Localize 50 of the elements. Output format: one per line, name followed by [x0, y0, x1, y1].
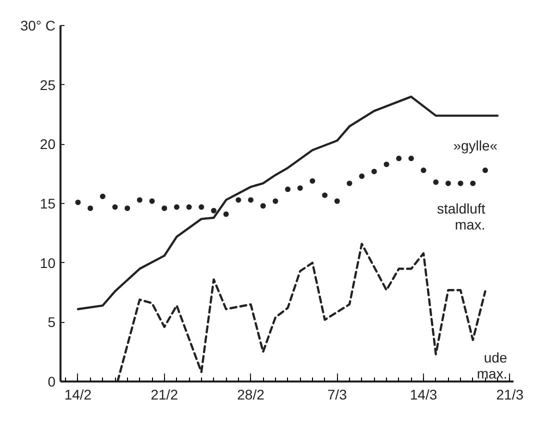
point	[136, 197, 142, 203]
y-tick-label: 5	[48, 314, 56, 330]
x-tick-label: 14/3	[410, 386, 438, 402]
x-tick-label: 21/2	[150, 386, 178, 402]
point	[198, 204, 204, 210]
point	[346, 180, 352, 186]
point	[458, 180, 464, 186]
y-tick-label: 0	[48, 374, 56, 390]
point	[371, 168, 377, 174]
y-tick-label: 30° C	[20, 18, 56, 34]
point	[396, 156, 402, 162]
point	[186, 204, 192, 210]
point	[272, 198, 278, 204]
point	[210, 208, 216, 214]
point	[88, 206, 94, 211]
point	[297, 185, 303, 191]
point	[149, 198, 155, 204]
point	[124, 206, 130, 211]
point	[236, 197, 242, 203]
y-tick-label: 15	[40, 196, 56, 212]
point	[260, 203, 266, 209]
point	[334, 198, 340, 204]
point	[420, 168, 426, 174]
point	[445, 180, 451, 186]
series-label: staldluft max.	[436, 200, 486, 232]
point	[408, 156, 414, 162]
y-tick-label: 20	[40, 136, 56, 152]
point	[359, 173, 365, 179]
x-tick-label: 21/3	[496, 386, 524, 402]
x-tick-label: 7/3	[327, 386, 348, 402]
point	[112, 204, 118, 210]
x-tick-label: 14/2	[64, 386, 92, 402]
point	[384, 162, 390, 168]
point	[174, 204, 180, 210]
x-tick-label: 28/2	[237, 386, 265, 402]
point	[433, 179, 439, 185]
point	[75, 200, 81, 206]
series-label: »gylle«	[453, 138, 498, 154]
point	[470, 180, 476, 186]
point	[223, 211, 229, 217]
point	[482, 168, 488, 174]
y-tick-label: 25	[40, 76, 56, 93]
point	[310, 178, 316, 184]
point	[322, 192, 328, 198]
point	[100, 194, 106, 200]
point	[248, 197, 254, 203]
series-label: ude max.	[476, 349, 508, 382]
y-tick-label: 10	[40, 254, 56, 271]
point	[285, 186, 291, 192]
point	[162, 206, 168, 211]
